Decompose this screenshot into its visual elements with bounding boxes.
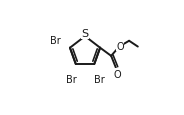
Text: S: S bbox=[82, 29, 89, 39]
Text: Br: Br bbox=[94, 75, 104, 85]
Text: O: O bbox=[116, 42, 124, 52]
Text: Br: Br bbox=[50, 35, 61, 45]
Text: O: O bbox=[113, 69, 121, 79]
Text: Br: Br bbox=[66, 75, 77, 85]
